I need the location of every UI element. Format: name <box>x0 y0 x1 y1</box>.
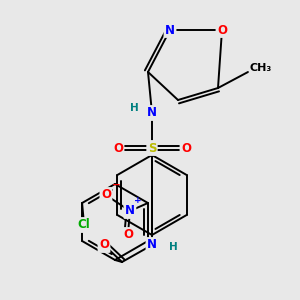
Text: S: S <box>148 142 156 154</box>
Text: O: O <box>113 142 123 154</box>
Text: O: O <box>217 23 227 37</box>
Text: O: O <box>181 142 191 154</box>
Text: H: H <box>169 242 177 252</box>
Text: Cl: Cl <box>78 218 91 232</box>
Text: O: O <box>123 229 133 242</box>
Text: +: + <box>134 196 142 206</box>
Text: O: O <box>99 238 109 251</box>
Text: O: O <box>101 188 111 202</box>
Text: −: − <box>112 180 120 190</box>
Text: N: N <box>125 205 135 218</box>
Text: N: N <box>165 23 175 37</box>
Text: N: N <box>147 238 157 251</box>
Text: CH₃: CH₃ <box>250 63 272 73</box>
Text: N: N <box>147 106 157 119</box>
Text: H: H <box>130 103 138 113</box>
